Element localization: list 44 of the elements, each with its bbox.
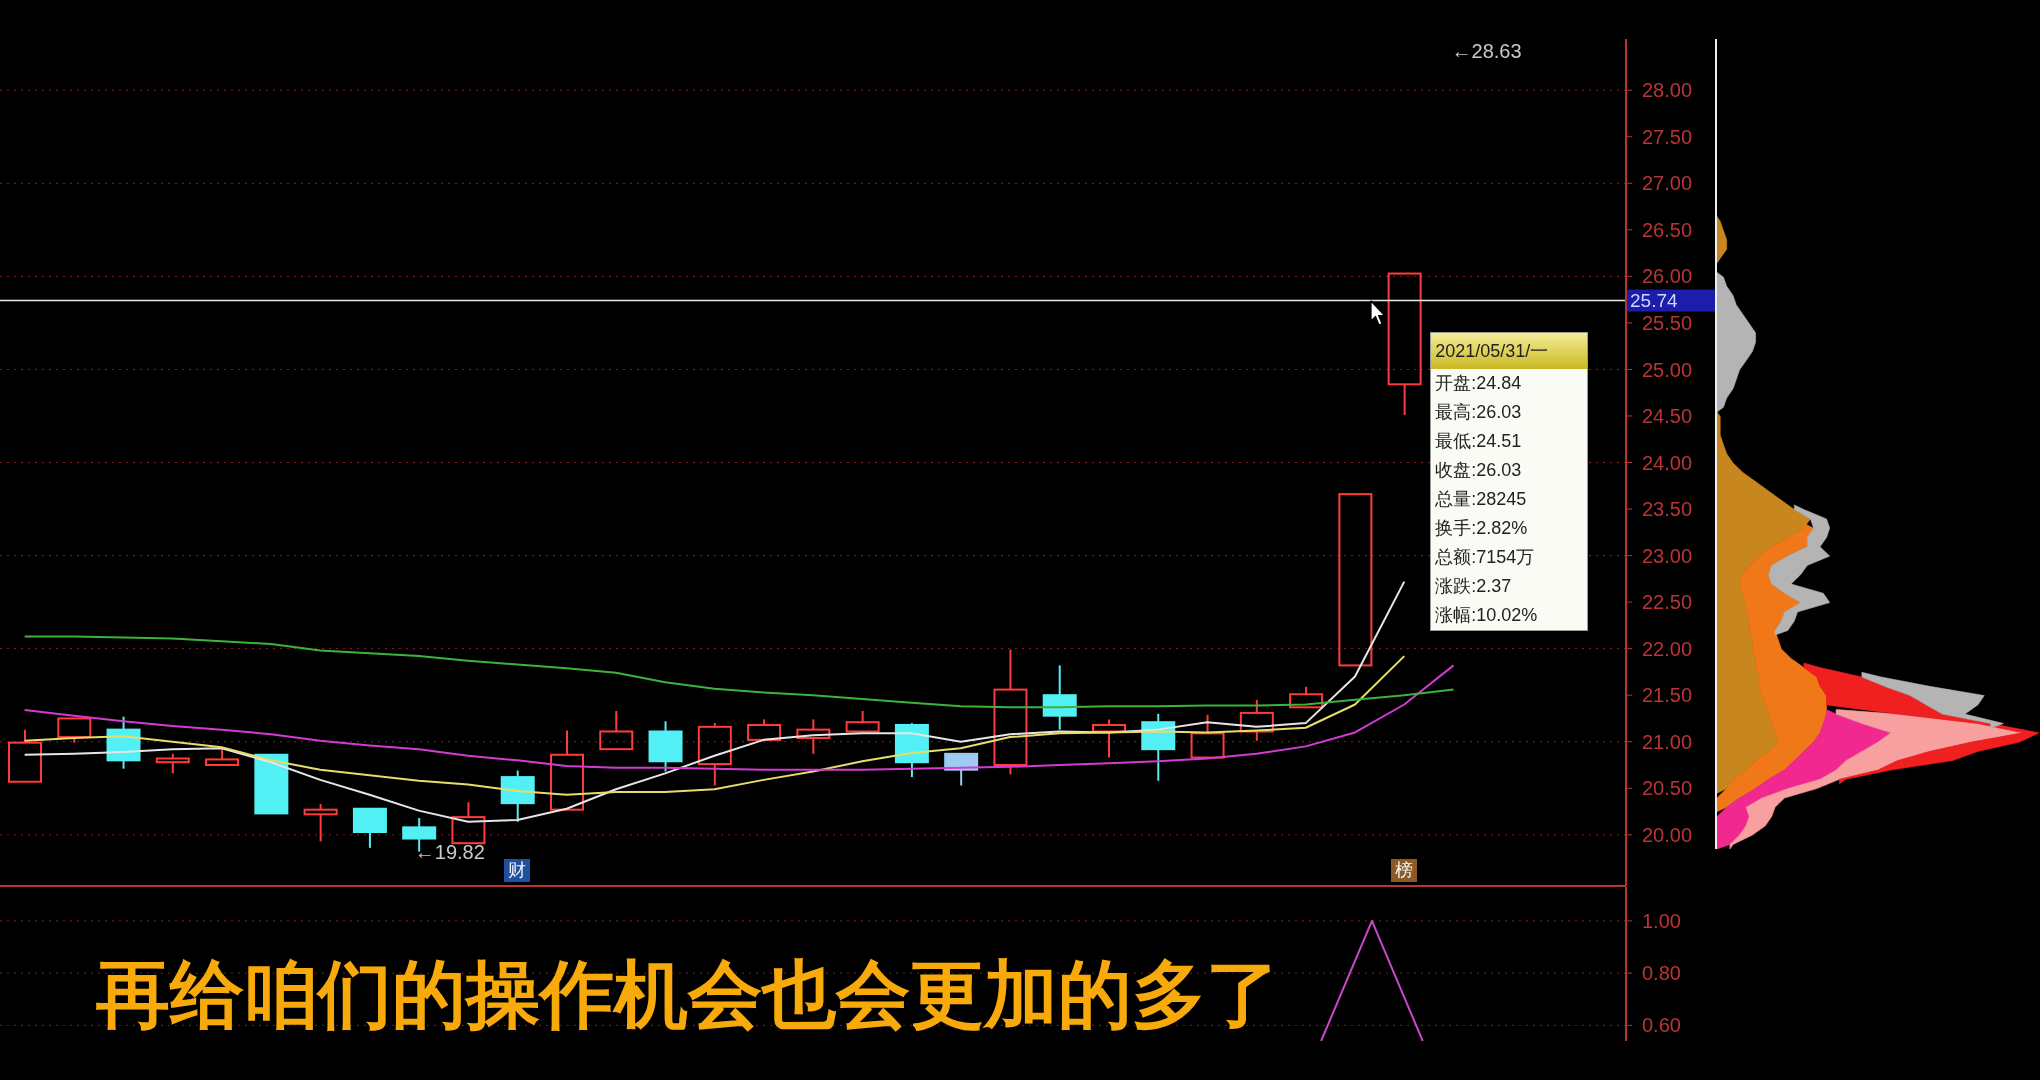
y-tick-label: 26.50 (1642, 218, 1693, 241)
y-tick-label: 28.00 (1642, 79, 1693, 102)
y-tick-label: 24.00 (1642, 451, 1693, 474)
ref-line-label: 25.74 (1630, 289, 1678, 311)
annotation: 涨幅:10.02% (1435, 605, 1538, 625)
y-tick-label: 0.80 (1642, 962, 1681, 985)
line-series (23, 655, 1406, 796)
y-tick-label: 21.00 (1642, 730, 1693, 753)
y-tick-label: 26.00 (1642, 265, 1693, 288)
annotation: 收盘:26.03 (1435, 460, 1522, 480)
line-series (23, 580, 1406, 823)
annotation: 总额:7154万 (1435, 547, 1535, 567)
y-tick-label: 27.00 (1642, 172, 1693, 195)
candlestick (1042, 664, 1077, 731)
annotation: 2021/05/31/一 (1435, 341, 1549, 361)
y-tick-label: 20.50 (1642, 777, 1693, 800)
y-tick-label: 22.50 (1642, 591, 1693, 614)
y-tick-label: 24.50 (1642, 405, 1693, 428)
y-tick-label: 21.50 (1642, 684, 1693, 707)
annotation: 榜 (1391, 859, 1418, 882)
annotation: 换手:2.82% (1435, 518, 1528, 538)
y-tick-label: 0.60 (1642, 1014, 1681, 1037)
y-tick-label: 23.00 (1642, 544, 1693, 567)
candlestick (796, 718, 831, 755)
y-tick-label: 27.50 (1642, 125, 1693, 148)
y-tick-label: 1.00 (1642, 910, 1681, 933)
y-tick-label: 23.50 (1642, 498, 1693, 521)
annotation: ←19.82 (414, 841, 485, 863)
y-tick-label: 25.50 (1642, 311, 1693, 334)
y-tick-label: 22.00 (1642, 637, 1693, 660)
annotation: 再给咱们的操作机会也会更加的多了 (96, 952, 1280, 1038)
annotation: 涨跌:2.37 (1435, 576, 1512, 596)
annotation: 财 (504, 859, 531, 882)
annotation: 最低:24.51 (1435, 431, 1522, 451)
candlestick (303, 803, 338, 843)
annotation: 最高:26.03 (1435, 402, 1522, 422)
candlestick (1092, 718, 1126, 759)
y-tick-label: 25.00 (1642, 358, 1693, 381)
annotation: 总量:28245 (1435, 489, 1527, 509)
y-tick-label: 20.00 (1642, 823, 1693, 846)
line-series (23, 664, 1455, 771)
annotation: 开盘:24.84 (1435, 373, 1522, 393)
annotation: ←28.63 (1451, 40, 1522, 62)
line-series (23, 635, 1455, 709)
